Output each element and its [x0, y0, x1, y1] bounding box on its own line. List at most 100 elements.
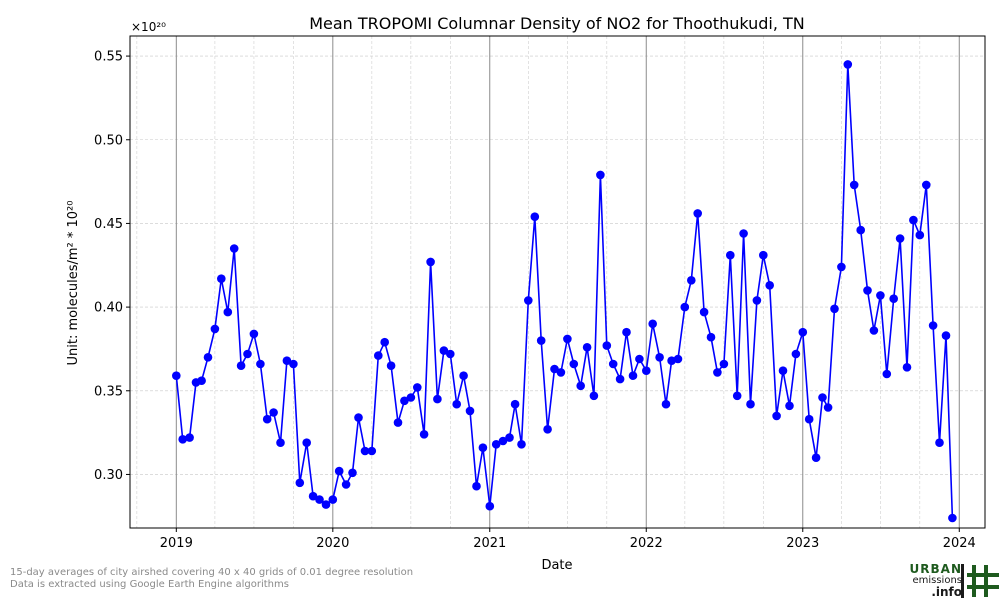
data-point — [811, 453, 821, 463]
footnote-line-2: Data is extracted using Google Earth Eng… — [10, 579, 289, 590]
plot-area-frame — [129, 35, 986, 529]
data-point — [889, 294, 898, 304]
data-point — [341, 480, 351, 489]
data-point — [217, 274, 226, 284]
y-tick-label: 0.50 — [94, 133, 123, 148]
data-point — [778, 366, 788, 376]
x-tick-label: 2019 — [160, 536, 193, 551]
data-point — [295, 478, 305, 488]
data-point — [334, 466, 344, 476]
data-point — [530, 212, 540, 221]
data-point — [386, 361, 396, 371]
data-point — [172, 371, 181, 381]
axes: 0.30 0.35 0.40 0.45 0.50 0.55 2019 2020 2021 2022… — [94, 50, 976, 551]
data-point — [699, 307, 709, 317]
data-point — [505, 433, 514, 442]
data-point — [354, 413, 363, 422]
data-point — [269, 408, 278, 417]
data-point — [739, 229, 748, 238]
data-point — [563, 334, 572, 344]
data-point — [596, 170, 605, 180]
data-point — [197, 376, 206, 386]
data-point — [262, 414, 272, 424]
data-point — [485, 501, 495, 511]
data-point — [602, 341, 612, 350]
data-point — [915, 230, 925, 240]
data-point — [582, 343, 592, 352]
data-point — [517, 440, 526, 449]
chart-title: Mean TROPOMI Columnar Density of NO2 for… — [309, 14, 805, 33]
data-point — [818, 393, 827, 402]
data-point — [765, 281, 774, 290]
data-point — [256, 359, 265, 369]
logo-word-info: .info — [931, 585, 962, 599]
data-point — [876, 291, 885, 300]
data-point — [576, 381, 585, 391]
data-point — [543, 425, 552, 434]
data-point — [203, 353, 213, 362]
data-point — [895, 234, 905, 243]
data-point — [791, 349, 801, 359]
data-point — [498, 436, 508, 446]
data-point — [406, 393, 416, 402]
y-axis-multiplier: ×10²⁰ — [131, 20, 166, 34]
data-point — [882, 369, 892, 379]
data-point — [478, 443, 488, 453]
data-point — [491, 440, 501, 449]
data-point — [642, 366, 651, 376]
data-point — [785, 401, 794, 411]
data-point — [798, 327, 808, 337]
data-point — [804, 414, 814, 424]
data-point — [752, 296, 762, 305]
x-tick-label: 2020 — [316, 536, 349, 551]
data-point — [536, 336, 546, 345]
data-point — [393, 418, 403, 427]
data-point — [935, 438, 944, 448]
y-tick-label: 0.55 — [94, 50, 123, 65]
data-point — [655, 353, 664, 362]
logo-word-emissions: emissions — [912, 575, 962, 586]
y-axis-label: Unit: molecules/m² * 10²⁰ — [66, 201, 81, 366]
data-point — [746, 399, 755, 409]
data-point — [635, 354, 644, 364]
data-point — [837, 262, 846, 272]
data-point — [928, 321, 938, 330]
data-point — [229, 244, 239, 253]
data-point — [863, 286, 872, 295]
data-point — [452, 399, 462, 409]
series-no2 — [172, 60, 957, 523]
data-point — [367, 446, 377, 456]
data-point — [732, 391, 742, 401]
data-point — [759, 250, 768, 260]
data-point — [315, 495, 324, 504]
data-point — [426, 257, 435, 267]
data-point — [922, 180, 931, 190]
data-point — [276, 438, 285, 448]
data-point — [941, 331, 951, 340]
data-point — [648, 319, 657, 329]
x-axis-label: Date — [541, 558, 572, 573]
data-point — [459, 371, 468, 381]
x-tick-label: 2022 — [630, 536, 663, 551]
data-point — [909, 215, 918, 225]
data-point — [719, 359, 729, 369]
y-tick-label: 0.30 — [94, 468, 123, 483]
data-point — [902, 363, 912, 372]
data-point — [615, 374, 625, 384]
data-point — [236, 361, 246, 371]
data-point — [680, 302, 690, 312]
data-point — [348, 468, 357, 478]
data-point — [706, 332, 716, 342]
data-point — [249, 329, 259, 339]
year-separator-lines — [175, 36, 960, 528]
data-point — [948, 513, 957, 523]
data-point — [321, 500, 331, 509]
footnote-line-1: 15-day averages of city airshed covering… — [10, 567, 414, 578]
data-point — [308, 491, 318, 501]
logo-word-urban: URBAN — [909, 562, 962, 576]
data-point — [472, 481, 481, 491]
data-point — [589, 391, 599, 401]
data-point — [178, 435, 187, 444]
data-point — [446, 349, 455, 359]
